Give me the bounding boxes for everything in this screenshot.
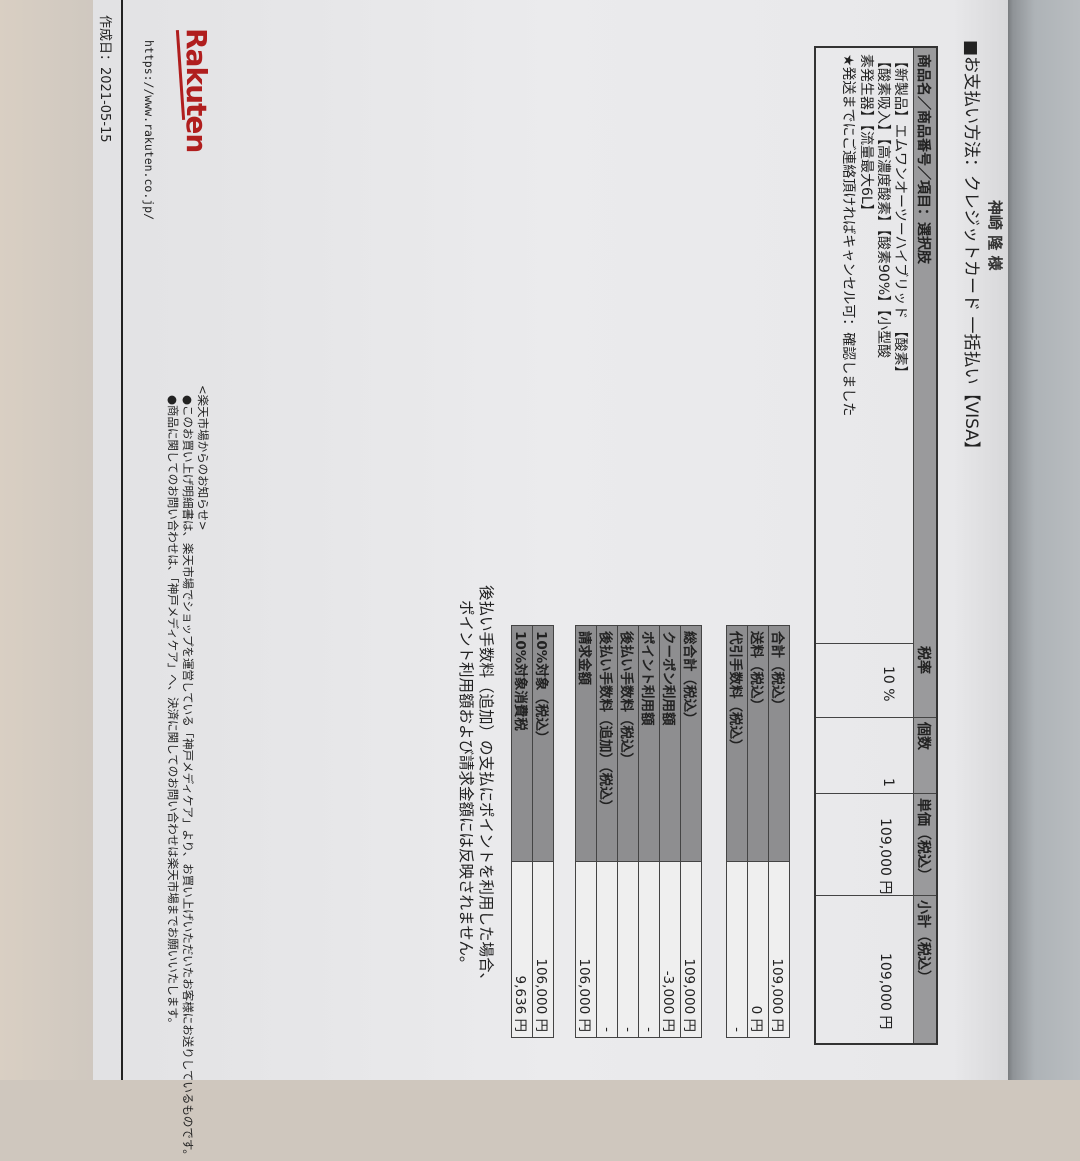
product-line: 素発生器】【流量最大6L】 <box>858 54 874 218</box>
row-label: 送料（税込） <box>747 625 769 862</box>
column-divider <box>816 895 936 896</box>
background-surface <box>0 0 95 1080</box>
rakuten-url: https://www.rakuten.co.jp/ <box>142 40 156 221</box>
footer-divider <box>121 0 123 1080</box>
note-line: ポイント利用額および請求金額には反映されません。 <box>457 600 475 972</box>
row-value: 106,000 円 <box>575 861 597 1038</box>
table-row: 後払い手数料（追加）（税込） - <box>596 625 618 1038</box>
header-subtotal: 小計（税込） <box>915 900 931 984</box>
header-unit-price: 単価（税込） <box>915 798 931 882</box>
tax-rate-value: 10 % <box>880 666 896 702</box>
header-tax-rate: 税率 <box>915 646 931 674</box>
row-value: - <box>596 861 618 1038</box>
row-label: 総合計（税込） <box>680 625 702 862</box>
row-value: -3,000 円 <box>659 861 681 1038</box>
row-label: 10%対象消費税 <box>511 625 533 862</box>
quantity-value: 1 <box>880 778 896 787</box>
notice-line: ●商品に関してのお問い合わせは、「神戸メディケア」へ、決済に関してのお問い合わせ… <box>166 395 180 1030</box>
table-row: 10%対象（税込） 106,000 円 <box>532 625 554 1038</box>
notice-line: ●このお買い上げ明細書は、楽天市場でショップを運営している「神戸メディケア」より… <box>181 395 195 1161</box>
row-value: - <box>617 861 639 1038</box>
table-row: 請求金額 106,000 円 <box>575 625 597 1038</box>
row-label: 後払い手数料（税込） <box>617 625 639 862</box>
note-line: 後払い手数料（追加）の支払にポイントを利用した場合、 <box>477 585 495 989</box>
product-line: 【新製品】エムワンオーツーハイブリッド 【酸素】 <box>892 54 908 380</box>
row-label: 代引手数料（税込） <box>726 625 748 862</box>
table-row: 合計（税込） 109,000 円 <box>768 625 790 1038</box>
header-quantity: 個数 <box>915 722 931 750</box>
table-row: ポイント利用額 - <box>638 625 660 1038</box>
product-table: 商品名／商品番号／項目：選択肢 税率 個数 単価（税込） 小計（税込） 【新製品… <box>814 46 938 1045</box>
table-row: 10%対象消費税 9,636 円 <box>511 625 533 1038</box>
row-label: 合計（税込） <box>768 625 790 862</box>
row-label: 請求金額 <box>575 625 597 862</box>
row-value: - <box>726 861 748 1038</box>
recipient-name: 神崎 隆 様 <box>986 200 1004 271</box>
header-product-name: 商品名／商品番号／項目：選択肢 <box>915 54 931 264</box>
row-label: 後払い手数料（追加）（税込） <box>596 625 618 862</box>
summary-table-totals: 総合計（税込） 109,000 円 クーポン利用額 -3,000 円 ポイント利用額… <box>575 625 702 1038</box>
row-label: クーポン利用額 <box>659 625 681 862</box>
row-value: 0 円 <box>747 861 769 1038</box>
row-value: 109,000 円 <box>680 861 702 1038</box>
row-label: 10%対象（税込） <box>532 625 554 862</box>
receipt-document: 神崎 隆 様 ■お支払い方法：クレジットカード 一括払い【VISA】 商品名／商… <box>93 0 1008 1161</box>
row-value: 109,000 円 <box>768 861 790 1038</box>
table-row: 代引手数料（税込） - <box>726 625 748 1038</box>
table-row: 総合計（税込） 109,000 円 <box>680 625 702 1038</box>
table-row: 後払い手数料（税込） - <box>617 625 639 1038</box>
background-surface-right <box>1005 0 1080 1080</box>
row-value: 9,636 円 <box>511 861 533 1038</box>
rakuten-logo: Rakuten <box>180 28 213 153</box>
row-label: ポイント利用額 <box>638 625 660 862</box>
column-divider <box>816 717 936 718</box>
table-row: 送料（税込） 0 円 <box>747 625 769 1038</box>
unit-price-value: 109,000 円 <box>877 818 893 895</box>
notice-title: <楽天市場からのお知らせ> <box>196 385 210 531</box>
product-option-line: ★発送までにご連絡頂ければキャンセル可：確認しました <box>840 54 856 417</box>
product-line: 【酸素吸入】【高濃度酸素】【酸素90%】【小型酸 <box>875 54 891 359</box>
created-date: 作成日：2021-05-15 <box>97 15 112 143</box>
summary-table-shipping: 合計（税込） 109,000 円 送料（税込） 0 円 代引手数料（税込） - <box>726 625 790 1038</box>
table-row: クーポン利用額 -3,000 円 <box>659 625 681 1038</box>
summary-table-tax: 10%対象（税込） 106,000 円 10%対象消費税 9,636 円 <box>511 625 554 1038</box>
payment-method: ■お支払い方法：クレジットカード 一括払い【VISA】 <box>961 40 981 458</box>
row-value: 106,000 円 <box>532 861 554 1038</box>
column-divider <box>816 793 936 794</box>
subtotal-value: 109,000 円 <box>877 953 893 1030</box>
product-table-header: 商品名／商品番号／項目：選択肢 税率 個数 単価（税込） 小計（税込） <box>913 48 936 1043</box>
column-divider <box>816 643 914 644</box>
row-value: - <box>638 861 660 1038</box>
